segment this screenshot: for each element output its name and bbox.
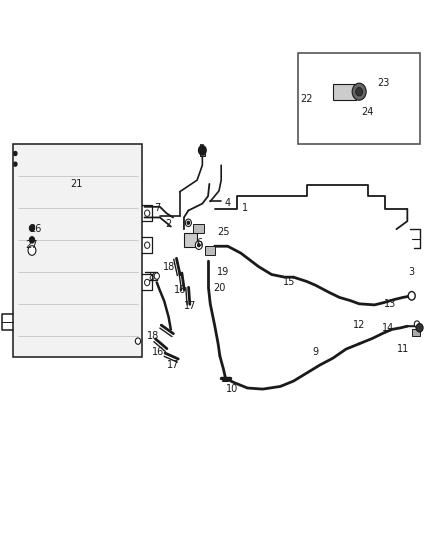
Text: 20: 20 [213,283,225,293]
Circle shape [29,225,35,231]
Text: 4: 4 [225,198,231,207]
Text: 19: 19 [217,267,230,277]
Text: 11: 11 [397,344,409,354]
Circle shape [352,83,366,100]
Text: 6: 6 [196,238,202,247]
Text: 18: 18 [147,331,159,341]
Circle shape [28,246,36,255]
Text: 9: 9 [312,347,318,357]
Text: 26: 26 [29,224,41,234]
Text: 17: 17 [184,302,197,311]
Bar [193,224,204,233]
Bar [298,53,420,144]
Text: 14: 14 [381,323,394,333]
Text: 16: 16 [173,286,186,295]
Text: 10: 10 [226,384,238,394]
Text: 13: 13 [384,299,396,309]
Bar [184,233,197,247]
Text: 15: 15 [283,278,295,287]
Circle shape [195,241,202,249]
Text: 3: 3 [409,267,415,277]
Bar [205,246,215,255]
Circle shape [135,338,141,344]
Text: 27: 27 [25,240,38,250]
Circle shape [145,279,150,286]
Circle shape [408,292,415,300]
Bar [412,329,420,336]
Circle shape [145,242,150,248]
Bar [200,148,205,156]
Text: 24: 24 [362,107,374,117]
Circle shape [414,321,420,327]
Bar [333,84,356,100]
Circle shape [185,219,191,227]
Text: 12: 12 [353,320,365,330]
Text: 25: 25 [217,227,230,237]
Text: 8: 8 [148,272,154,282]
Circle shape [356,87,363,96]
Circle shape [198,244,200,247]
Circle shape [14,162,17,166]
Text: 22: 22 [300,94,313,103]
Text: 17: 17 [167,360,179,370]
Text: 1: 1 [242,203,248,213]
Text: 5: 5 [198,144,205,154]
Text: 23: 23 [377,78,389,87]
Circle shape [187,221,190,224]
Circle shape [145,210,150,216]
Bar [13,144,142,357]
Text: 16: 16 [152,347,164,357]
Text: 18: 18 [162,262,175,271]
Circle shape [14,151,17,156]
Text: 2: 2 [166,219,172,229]
Text: 7: 7 [155,203,161,213]
Circle shape [416,324,423,332]
Circle shape [198,146,206,155]
Circle shape [154,273,159,279]
Text: 21: 21 [71,179,83,189]
Circle shape [29,237,35,243]
